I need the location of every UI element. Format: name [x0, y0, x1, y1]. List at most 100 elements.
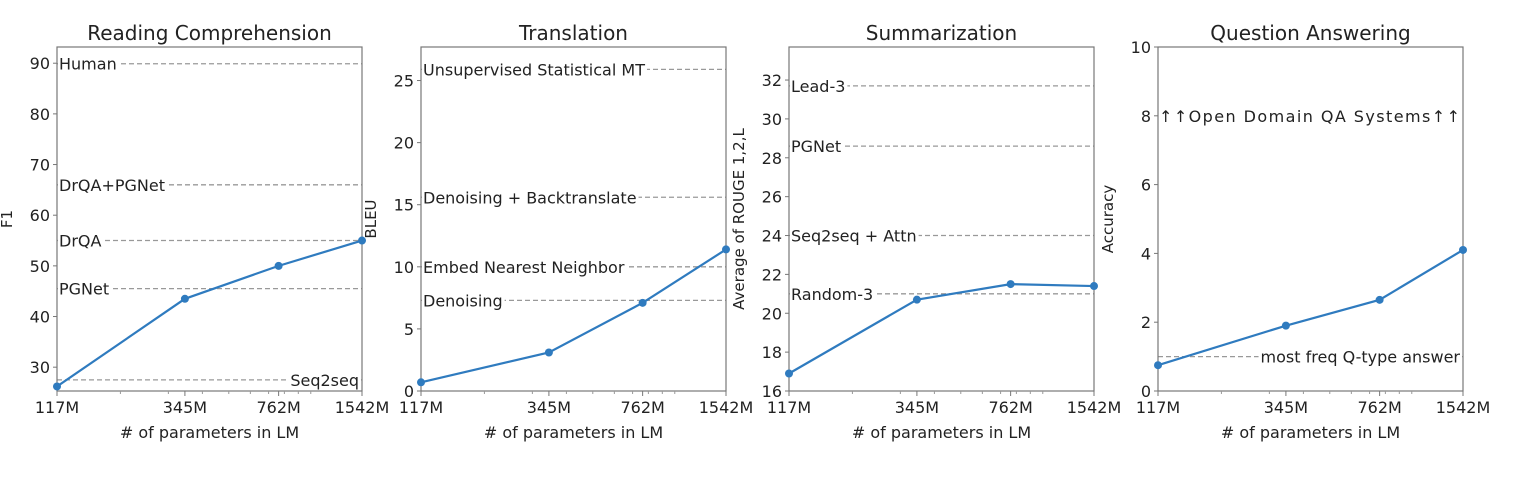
y-tick-label: 5 — [404, 320, 414, 339]
y-tick-label: 30 — [30, 358, 50, 377]
baseline-label-background — [58, 176, 167, 193]
x-tick-label: 1542M — [335, 398, 390, 417]
data-point — [1006, 280, 1015, 289]
y-tick-label: 15 — [394, 196, 414, 215]
subplot-title: Summarization — [866, 21, 1017, 45]
data-point — [912, 295, 921, 304]
x-tick-label: 117M — [399, 398, 443, 417]
subplot-2: Translation BLEU # of parameters in LM Unsu… — [362, 21, 753, 442]
data-point — [1281, 321, 1290, 330]
plot-frame — [420, 46, 727, 392]
y-tick-label: 90 — [30, 54, 50, 73]
x-tick-label: 762M — [988, 398, 1032, 417]
y-tick-label: 40 — [30, 308, 50, 327]
x-tick-label: 762M — [1357, 398, 1401, 417]
series-line — [788, 283, 1095, 375]
y-tick-label: 28 — [762, 149, 782, 168]
x-tick-label: 762M — [620, 398, 664, 417]
y-tick-label: 50 — [30, 257, 50, 276]
x-tick-label: 345M — [1264, 398, 1308, 417]
baseline-label: Random-3 — [791, 285, 873, 304]
subplot-title: Translation — [518, 21, 628, 45]
x-axis-label: # of parameters in LM — [1221, 423, 1400, 442]
baseline-label-background — [1258, 348, 1461, 365]
x-axis-label: # of parameters in LM — [484, 423, 663, 442]
plot-frame — [1157, 46, 1464, 392]
baseline-label-background — [288, 371, 360, 388]
baseline-label: PGNet — [791, 137, 841, 156]
data-point — [180, 294, 189, 303]
x-tick-label: 117M — [35, 398, 79, 417]
y-tick-label: 32 — [762, 71, 782, 90]
y-tick-label: 25 — [394, 72, 414, 91]
y-tick-label: 80 — [30, 105, 50, 124]
x-tick-label: 345M — [895, 398, 939, 417]
x-tick-label: 1542M — [1067, 398, 1122, 417]
baseline-label: Unsupervised Statistical MT — [423, 60, 645, 79]
baseline-label: Seq2seq + Attn — [791, 227, 917, 246]
y-tick-label: 4 — [1141, 244, 1151, 263]
x-tick-label: 1542M — [699, 398, 754, 417]
y-axis-label: F1 — [0, 210, 16, 228]
x-tick-label: 117M — [767, 398, 811, 417]
y-axis-label: Accuracy — [1099, 185, 1117, 254]
y-tick-label: 10 — [1131, 38, 1151, 57]
x-axis-label: # of parameters in LM — [852, 423, 1031, 442]
x-tick-label: 345M — [163, 398, 207, 417]
x-tick-label: 117M — [1136, 398, 1180, 417]
data-point — [785, 369, 793, 378]
data-point — [274, 261, 283, 270]
baseline-label: most freq Q-type answer — [1261, 348, 1461, 367]
y-tick-label: 60 — [30, 206, 50, 225]
x-axis-label: # of parameters in LM — [120, 423, 299, 442]
baseline-label: Denoising — [423, 291, 503, 310]
baseline-label: Lead-3 — [791, 77, 845, 96]
baseline-label: DrQA+PGNet — [59, 176, 165, 195]
baseline-label-background — [58, 280, 112, 297]
baseline-label-background — [790, 227, 919, 244]
subplot-3: Summarization Average of ROUGE 1,2,L # of … — [730, 21, 1121, 442]
annotation: ↑↑Open Domain QA Systems↑↑ — [1159, 107, 1460, 126]
baseline-label-background — [790, 138, 844, 155]
y-tick-label: 24 — [762, 227, 782, 246]
series-line — [1157, 249, 1464, 367]
data-point — [638, 298, 647, 307]
x-tick-label: 762M — [256, 398, 300, 417]
plot-frame — [788, 46, 1095, 392]
y-axis-label: BLEU — [362, 199, 380, 238]
y-tick-label: 6 — [1141, 176, 1151, 195]
baseline-label: Seq2seq — [290, 371, 359, 390]
data-point — [53, 382, 61, 391]
subplot-title: Reading Comprehension — [87, 21, 332, 45]
data-point — [1090, 282, 1098, 291]
data-point — [417, 378, 425, 387]
y-tick-label: 8 — [1141, 107, 1151, 126]
baseline-label-background — [422, 189, 639, 206]
y-tick-label: 70 — [30, 156, 50, 175]
baseline-label: Embed Nearest Neighbor — [423, 258, 625, 277]
data-point — [722, 245, 730, 254]
y-tick-label: 20 — [394, 134, 414, 153]
y-tick-label: 10 — [394, 258, 414, 277]
y-tick-label: 30 — [762, 110, 782, 129]
baseline-label-background — [422, 292, 505, 309]
y-tick-label: 26 — [762, 188, 782, 207]
x-tick-label: 1542M — [1436, 398, 1491, 417]
data-point — [1154, 361, 1162, 370]
baseline-label: PGNet — [59, 280, 109, 299]
y-tick-label: 22 — [762, 265, 782, 284]
y-tick-label: 2 — [1141, 313, 1151, 332]
baseline-label-background — [790, 77, 848, 94]
plot-frame — [56, 46, 363, 392]
baseline-label: DrQA — [59, 232, 101, 251]
y-tick-label: 18 — [762, 343, 782, 362]
y-tick-label: 16 — [762, 382, 782, 401]
data-point — [544, 348, 553, 357]
baseline-label: Denoising + Backtranslate — [423, 188, 637, 207]
y-tick-label: 0 — [1141, 382, 1151, 401]
baseline-label-background — [790, 285, 876, 302]
baseline-label-background — [422, 258, 627, 275]
subplot-title: Question Answering — [1210, 21, 1410, 45]
y-axis-label: Average of ROUGE 1,2,L — [730, 128, 748, 310]
